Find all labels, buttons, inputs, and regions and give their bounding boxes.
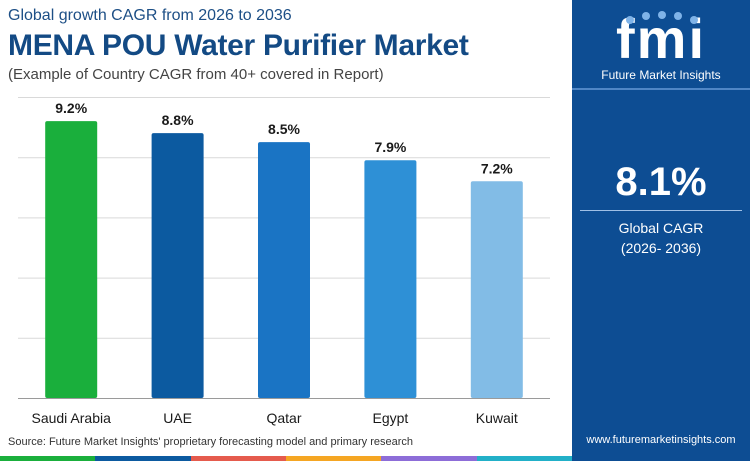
cagr-label-text: Global CAGR bbox=[618, 220, 704, 236]
global-cagr-value: 8.1% bbox=[615, 160, 707, 204]
chart-subtitle: Global growth CAGR from 2026 to 2036 bbox=[8, 7, 292, 24]
bar-qatar bbox=[258, 142, 310, 398]
global-cagr-label: Global CAGR (2026- 2036) bbox=[572, 218, 750, 258]
x-tick-label: Qatar bbox=[266, 410, 301, 426]
side-panel: fmi Future Market Insights 8.1% Global C… bbox=[572, 0, 750, 461]
chart-title: MENA POU Water Purifier Market bbox=[8, 29, 469, 62]
bar-chart: 9.2% Saudi Arabia 8.8% UAE 8.5% Qatar 7.9% Egyp… bbox=[18, 97, 550, 426]
panel-divider bbox=[572, 88, 750, 90]
strip-segment bbox=[381, 456, 477, 461]
x-tick-label: Egypt bbox=[372, 410, 408, 426]
bar-egypt bbox=[364, 160, 417, 398]
bar-kuwait bbox=[470, 181, 523, 398]
cagr-divider bbox=[580, 210, 742, 211]
strip-segment bbox=[95, 456, 191, 461]
strip-segment bbox=[285, 456, 382, 461]
data-label: 7.9% bbox=[374, 139, 406, 155]
header: Global growth CAGR from 2026 to 2036 MEN… bbox=[0, 0, 572, 90]
data-label: 8.8% bbox=[162, 112, 194, 128]
data-label: 9.2% bbox=[55, 100, 87, 116]
fmi-logo: fmi bbox=[616, 7, 704, 70]
globe-icon bbox=[626, 16, 634, 24]
cagr-period-text: (2026- 2036) bbox=[620, 240, 702, 256]
chart-note: (Example of Country CAGR from 40+ covere… bbox=[8, 66, 384, 83]
data-label: 8.5% bbox=[268, 121, 300, 137]
logo-text: Future Market Insights bbox=[601, 68, 721, 82]
strip-segment bbox=[0, 456, 96, 461]
chart-bars bbox=[45, 121, 523, 398]
strip-segment bbox=[476, 456, 572, 461]
source-note: Source: Future Market Insights' propriet… bbox=[8, 436, 413, 448]
globe-icon bbox=[642, 12, 650, 20]
globe-icon bbox=[658, 11, 666, 19]
globe-icon bbox=[690, 16, 698, 24]
bar-uae bbox=[151, 133, 204, 398]
strip-segment bbox=[190, 456, 286, 461]
bar-saudi-arabia bbox=[45, 121, 98, 398]
chart-labels: 9.2% Saudi Arabia 8.8% UAE 8.5% Qatar 7.9% Egyp… bbox=[31, 100, 517, 426]
website-link[interactable]: www.futuremarketinsights.com bbox=[586, 434, 736, 446]
data-label: 7.2% bbox=[481, 160, 513, 176]
x-tick-label: Saudi Arabia bbox=[31, 410, 111, 426]
globe-icon bbox=[674, 12, 682, 20]
x-tick-label: Kuwait bbox=[476, 410, 518, 426]
x-tick-label: UAE bbox=[163, 410, 192, 426]
bottom-color-strip bbox=[0, 456, 572, 461]
